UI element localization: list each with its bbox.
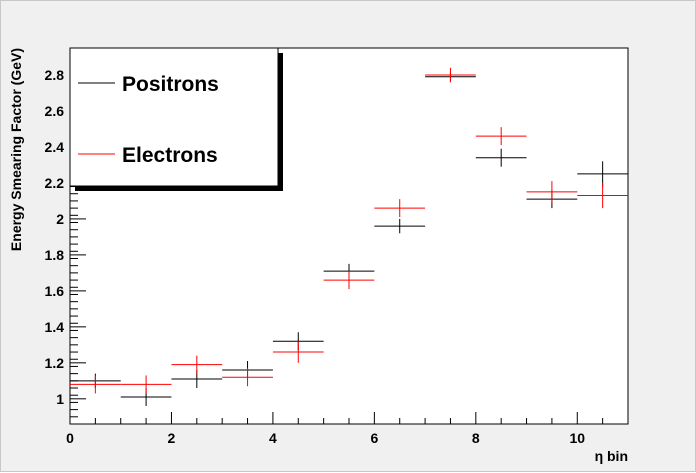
- y-tick-label: 2.6: [45, 103, 65, 119]
- data-point-electrons: [120, 375, 172, 394]
- y-tick-label: 2.2: [45, 175, 65, 191]
- data-point-electrons: [171, 355, 223, 374]
- legend-box: [69, 47, 279, 187]
- data-point-electrons: [70, 375, 121, 394]
- data-point-positrons: [374, 218, 426, 234]
- x-tick-label: 4: [269, 430, 277, 446]
- y-tick-label: 1: [56, 391, 64, 407]
- data-point-electrons: [272, 341, 324, 363]
- y-tick-label: 1.2: [45, 355, 65, 371]
- legend: Positrons Electrons: [69, 47, 283, 191]
- series-layer: [70, 67, 628, 407]
- data-point-electrons: [577, 182, 628, 209]
- data-point-electrons: [425, 67, 476, 83]
- legend-label-positrons: Positrons: [122, 73, 219, 96]
- y-tick-label: 1.8: [45, 247, 65, 263]
- data-point-electrons: [222, 368, 273, 387]
- y-axis-label: Energy Smearing Factor (GeV): [8, 48, 24, 251]
- y-tick-label: 2: [56, 211, 64, 227]
- data-point-electrons: [475, 127, 527, 146]
- data-point-electrons: [526, 181, 578, 203]
- x-tick-label: 2: [168, 430, 176, 446]
- data-point-positrons: [577, 161, 628, 187]
- data-point-positrons: [475, 148, 527, 167]
- x-tick-label: 6: [370, 430, 378, 446]
- x-tick-label: 8: [472, 430, 480, 446]
- legend-label-electrons: Electrons: [122, 144, 218, 167]
- data-point-electrons: [323, 271, 375, 290]
- x-tick-label: 10: [569, 430, 585, 446]
- y-tick-label: 2.4: [45, 139, 65, 155]
- x-tick-label: 0: [66, 430, 74, 446]
- x-axis-label: η bin: [595, 448, 628, 464]
- y-tick-label: 1.6: [45, 283, 65, 299]
- data-point-electrons: [374, 199, 426, 218]
- y-tick-label: 1.4: [45, 319, 65, 335]
- y-tick-label: 2.8: [45, 67, 65, 83]
